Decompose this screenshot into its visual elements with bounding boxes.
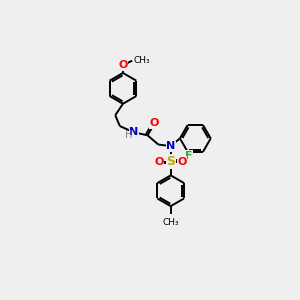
Text: CH₃: CH₃: [162, 218, 179, 227]
Text: H: H: [125, 130, 132, 140]
Text: F: F: [185, 151, 193, 160]
Text: O: O: [118, 60, 128, 70]
Text: N: N: [166, 141, 175, 151]
Text: O: O: [178, 157, 187, 166]
Text: CH₃: CH₃: [134, 56, 150, 65]
Text: O: O: [154, 157, 164, 166]
Text: N: N: [129, 127, 138, 137]
Text: S: S: [166, 155, 175, 168]
Text: O: O: [149, 118, 158, 128]
